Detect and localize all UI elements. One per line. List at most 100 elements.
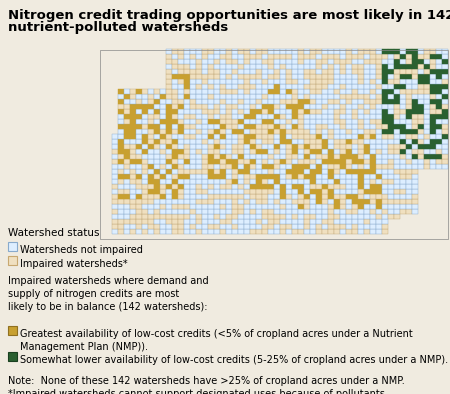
Bar [166,144,172,149]
Bar [184,149,190,154]
Bar [286,214,292,219]
Bar [382,169,388,174]
Bar [196,124,202,129]
Bar [172,114,178,119]
Bar [220,69,226,74]
Bar [166,119,172,124]
Bar [262,69,268,74]
Bar [376,129,382,134]
Bar [352,194,358,199]
Bar [136,119,142,124]
Bar [388,159,394,164]
Bar [328,139,334,144]
Bar [352,69,358,74]
Bar [208,59,214,64]
Bar [436,164,442,169]
Bar [208,54,214,59]
Bar [268,74,274,79]
Bar [208,154,214,159]
Bar [334,119,340,124]
Bar [352,169,358,174]
Bar [166,94,172,99]
Bar [430,129,436,134]
Bar [346,224,352,229]
Bar [208,69,214,74]
Bar [268,89,274,94]
Bar [184,219,190,224]
Bar [400,104,406,109]
Bar [274,179,280,184]
Bar [424,84,430,89]
Bar [256,64,262,69]
Bar [292,64,298,69]
Bar [412,134,418,139]
Bar [172,179,178,184]
Bar [262,164,268,169]
Bar [364,99,370,104]
Bar [334,174,340,179]
Bar [340,184,346,189]
Bar [322,199,328,204]
Bar [382,144,388,149]
Bar [322,154,328,159]
Bar [232,114,238,119]
Bar [394,89,400,94]
Bar [364,84,370,89]
Bar [322,94,328,99]
Bar [124,109,130,114]
Bar [376,184,382,189]
Bar [232,199,238,204]
Bar [418,59,424,64]
Bar [256,49,262,54]
Bar [286,229,292,234]
Bar [226,159,232,164]
Bar [370,114,376,119]
Bar [250,209,256,214]
Bar [244,199,250,204]
Bar [274,124,280,129]
Bar [430,104,436,109]
Bar [346,114,352,119]
Bar [214,139,220,144]
Bar [214,84,220,89]
Bar [376,174,382,179]
Bar [406,69,412,74]
Bar [352,114,358,119]
Bar [376,139,382,144]
Bar [118,214,124,219]
Bar [178,109,184,114]
Bar [208,194,214,199]
Bar [298,199,304,204]
Bar [358,144,364,149]
Bar [286,119,292,124]
Bar [304,109,310,114]
Bar [364,199,370,204]
Bar [136,129,142,134]
Bar [268,109,274,114]
Bar [268,139,274,144]
Bar [430,64,436,69]
Bar [382,59,388,64]
Bar [274,74,280,79]
Bar [340,154,346,159]
Bar [322,229,328,234]
Bar [340,94,346,99]
Bar [148,204,154,209]
Bar [214,214,220,219]
Bar [220,89,226,94]
Bar [238,79,244,84]
Bar [370,124,376,129]
Bar [346,54,352,59]
Bar [184,209,190,214]
Bar [244,189,250,194]
Bar [166,139,172,144]
Bar [184,64,190,69]
Bar [262,104,268,109]
Bar [130,209,136,214]
Bar [400,169,406,174]
Bar [262,79,268,84]
Bar [130,139,136,144]
Bar [172,109,178,114]
Bar [142,109,148,114]
Bar [178,64,184,69]
